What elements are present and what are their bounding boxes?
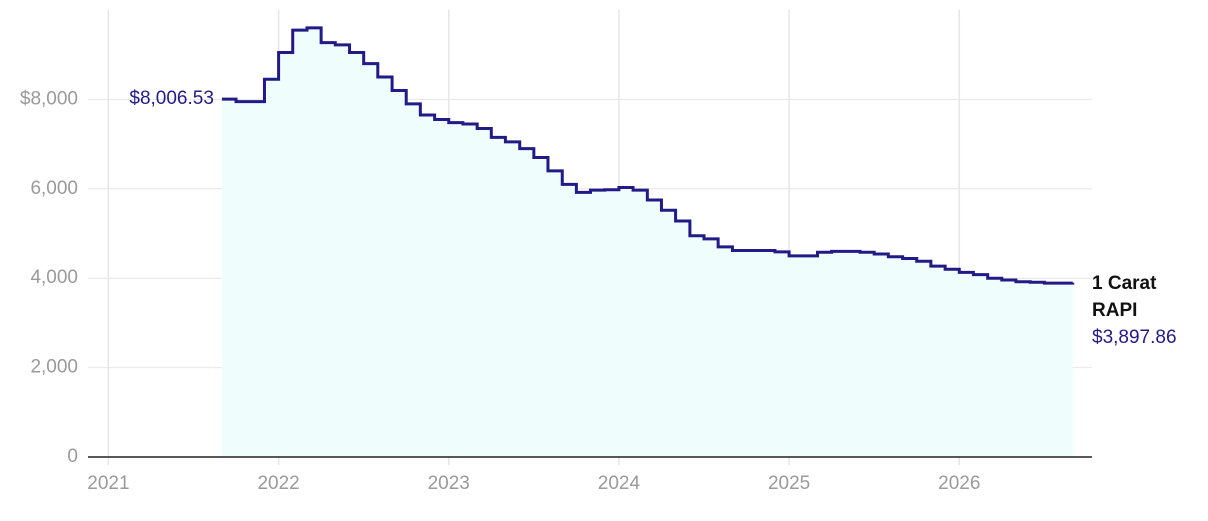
x-tick-label: 2022: [257, 473, 299, 494]
labels: 0 2,000 4,000 6,000 $8,000 2021 2022 2023 2024 20…: [20, 88, 1177, 494]
step-line: [221, 26, 1075, 285]
y-tick-label: 6,000: [30, 178, 78, 199]
y-tick-label: 0: [67, 446, 78, 467]
x-tick-label: 2026: [938, 473, 980, 494]
y-tick-label: 4,000: [30, 267, 78, 288]
value-label: $3,897.86: [1092, 327, 1177, 348]
x-tick-label: 2023: [428, 473, 470, 494]
x-tick-label: 2024: [598, 473, 641, 494]
value-label: $8,006.53: [129, 88, 214, 109]
area: [221, 27, 1073, 457]
plot: [88, 26, 1092, 458]
x-tick-label: 2021: [87, 473, 129, 494]
x-tick-label: 2025: [768, 473, 810, 494]
y-tick-label: 2,000: [30, 357, 78, 378]
series-name: 1 Carat RAPI: [1092, 273, 1157, 321]
y-tick-label: $8,000: [20, 88, 78, 109]
